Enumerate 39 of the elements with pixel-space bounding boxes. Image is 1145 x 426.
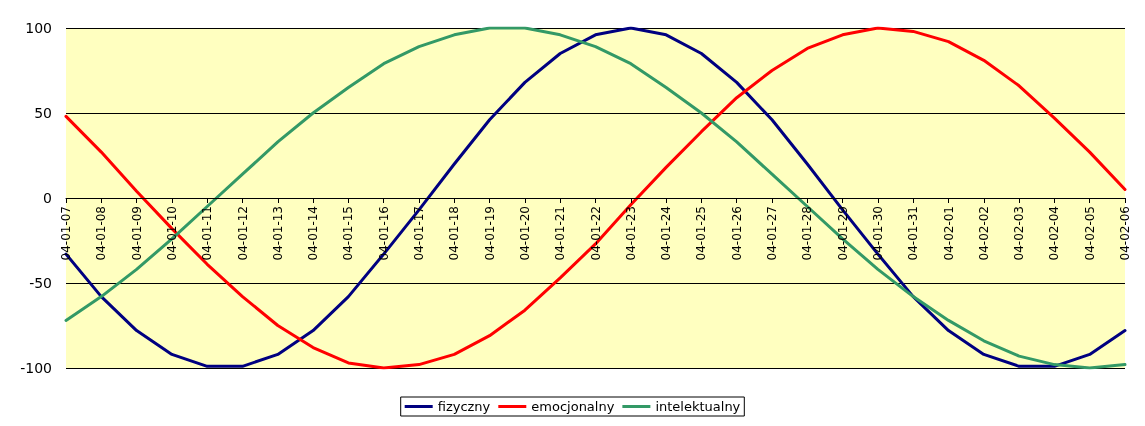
x-tick-label: 04-01-10 (164, 206, 179, 261)
x-tick-label: 04-02-01 (941, 206, 956, 261)
x-tick-label: 04-01-31 (906, 206, 921, 261)
legend-label: emocjonalny (531, 399, 615, 414)
x-tick-label: 04-01-17 (412, 206, 426, 261)
x-tick-label: 04-01-08 (94, 206, 109, 261)
x-tick-label: 04-01-09 (129, 206, 144, 261)
y-tick-label: 0 (43, 190, 52, 206)
x-tick-label: 04-02-06 (1118, 206, 1132, 261)
x-tick-label: 04-01-28 (800, 206, 815, 261)
x-tick-label: 04-01-18 (447, 206, 462, 261)
legend-label: intelektualny (655, 399, 741, 414)
x-tick-label: 04-01-25 (694, 206, 709, 261)
x-tick-label: 04-02-04 (1047, 206, 1062, 261)
x-tick-label: 04-01-13 (270, 206, 285, 261)
x-tick-label: 04-01-19 (482, 206, 497, 261)
x-tick-label: 04-01-27 (765, 206, 779, 261)
x-tick-label: 04-02-03 (1012, 206, 1027, 261)
y-tick-label: -50 (29, 275, 52, 291)
x-tick-label: 04-01-26 (729, 206, 744, 261)
x-tick-label: 04-02-02 (976, 206, 991, 261)
y-tick-label: 50 (34, 105, 52, 121)
x-tick-label: 04-01-20 (517, 206, 532, 261)
x-tick-label: 04-01-29 (835, 206, 850, 261)
x-tick-label: 04-01-30 (870, 206, 885, 261)
x-tick-label: 04-01-12 (235, 206, 250, 261)
x-tick-label: 04-01-24 (659, 206, 674, 261)
x-tick-label: 04-01-21 (553, 206, 568, 261)
x-tick-label: 04-01-22 (588, 206, 603, 261)
x-tick-label: 04-01-14 (306, 206, 321, 261)
x-tick-label: 04-02-05 (1082, 206, 1097, 261)
x-tick-label: 04-01-11 (200, 206, 215, 261)
x-tick-label: 04-01-07 (59, 206, 73, 261)
x-tick-label: 04-01-23 (623, 206, 638, 261)
y-tick-label: -100 (20, 360, 52, 376)
y-tick-label: 100 (25, 20, 52, 36)
legend-label: fizyczny (437, 399, 491, 414)
x-tick-label: 04-01-16 (376, 206, 391, 261)
x-tick-label: 04-01-15 (341, 206, 356, 261)
